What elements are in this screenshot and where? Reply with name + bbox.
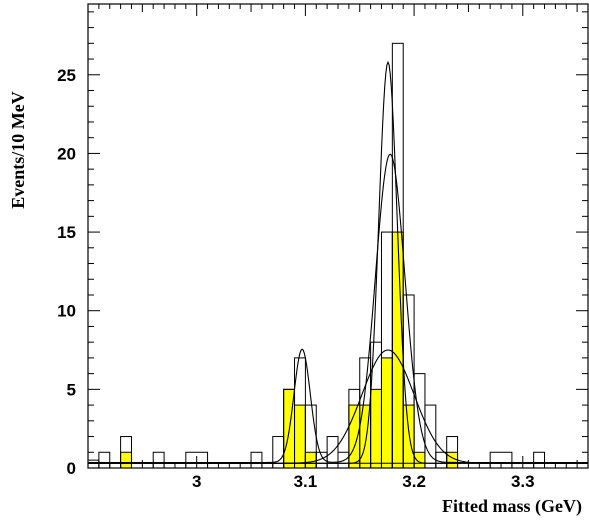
outline-histogram-bar	[250, 451, 263, 469]
outline-histogram-bar	[87, 459, 100, 469]
outline-histogram-bar	[435, 451, 448, 469]
filled-histogram-bar	[446, 451, 459, 469]
outline-histogram-bar	[152, 451, 165, 469]
y-tick-label: 15	[57, 223, 76, 242]
filled-histogram-bar	[391, 231, 404, 469]
plot-area	[87, 42, 588, 469]
axis-ticks: 3 3.1 3.2 3.3 0 5 10 15 20 25	[57, 4, 589, 491]
fit-curve	[88, 153, 588, 464]
filled-histogram-bar	[413, 451, 426, 469]
y-tick-label: 20	[57, 144, 76, 163]
y-tick-label: 25	[57, 66, 76, 85]
x-tick-label: 3.1	[294, 472, 318, 491]
outline-histogram-bar	[533, 451, 546, 469]
y-axis-title: Events/10 MeV	[8, 91, 28, 208]
filled-histogram-bar	[294, 404, 306, 469]
x-tick-label: 3.3	[511, 472, 535, 491]
x-tick-label: 3.2	[402, 472, 426, 491]
filled-histogram-bar	[380, 357, 393, 469]
filled-histogram-bar	[120, 451, 132, 469]
y-tick-label: 5	[67, 380, 76, 399]
filled-histogram-bar	[370, 388, 382, 469]
y-tick-label: 0	[67, 459, 76, 478]
fit-curve	[88, 60, 588, 464]
filled-histogram-bar	[304, 451, 317, 469]
x-axis-title: Fitted mass (GeV)	[442, 496, 582, 517]
outline-histogram-bar	[98, 451, 111, 469]
y-tick-label: 10	[57, 302, 76, 321]
plot-frame	[87, 3, 589, 469]
x-tick-label: 3	[192, 472, 201, 491]
filled-histogram-bar	[402, 404, 415, 469]
